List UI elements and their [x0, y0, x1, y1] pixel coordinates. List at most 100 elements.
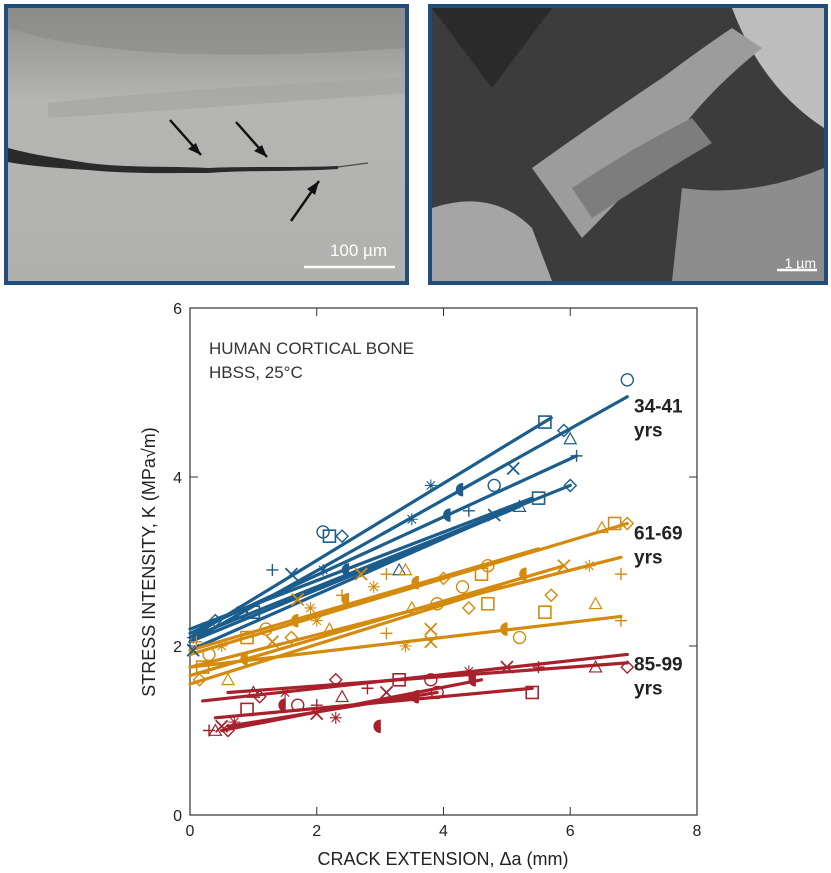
- group-label: 85-99: [634, 654, 683, 675]
- x-tick-label: 2: [312, 823, 321, 840]
- data-point: [284, 630, 299, 645]
- data-point: [190, 635, 203, 648]
- data-point: [500, 660, 514, 674]
- fit-lines: [188, 395, 629, 733]
- x-tick-label: 8: [693, 823, 702, 840]
- x-tick-label: 4: [439, 823, 448, 840]
- group-label: yrs: [634, 421, 663, 442]
- data-point: [380, 568, 393, 581]
- data-point: [361, 682, 374, 695]
- data-points: [186, 373, 635, 738]
- data-point: [278, 698, 286, 712]
- stress-intensity-chart: 0 2 4 6 8 0 2 4 6 34-41 yrs 61-69 yrs 85-99 yrs HUMAN…: [139, 301, 702, 869]
- data-point: [266, 563, 279, 576]
- y-tick-label: 2: [173, 639, 182, 656]
- y-axis-label: STRESS INTENSITY, K (MPa√m): [139, 427, 159, 697]
- collagen-bridge-image: [432, 8, 824, 281]
- data-point: [424, 622, 438, 636]
- data-point: [404, 600, 419, 614]
- crack-micrograph-panel: 100 µm: [4, 4, 409, 285]
- data-point: [246, 685, 261, 698]
- data-point: [588, 659, 603, 673]
- data-point: [430, 685, 444, 700]
- fit-line: [188, 585, 503, 686]
- data-point: [246, 605, 261, 620]
- data-point: [620, 373, 634, 387]
- data-point: [221, 672, 236, 686]
- data-point: [195, 621, 210, 635]
- data-point: [322, 621, 337, 635]
- data-point: [329, 711, 342, 724]
- fit-line: [226, 661, 629, 695]
- data-point: [411, 689, 419, 704]
- data-point: [506, 461, 520, 476]
- data-point: [203, 724, 216, 737]
- data-point: [284, 567, 299, 581]
- data-point: [354, 567, 368, 581]
- data-point: [461, 600, 476, 615]
- data-point: [279, 686, 292, 699]
- data-point: [240, 651, 248, 666]
- data-point: [392, 562, 407, 576]
- annotation-line-1: HUMAN CORTICAL BONE: [209, 339, 414, 358]
- data-point: [424, 635, 438, 649]
- data-point: [500, 622, 508, 636]
- data-point: [474, 567, 489, 581]
- data-point: [291, 698, 305, 712]
- data-point: [195, 660, 210, 674]
- x-tick-label: 6: [566, 823, 575, 840]
- plot-frame: [189, 307, 698, 816]
- data-point: [481, 596, 495, 611]
- data-point: [208, 613, 223, 628]
- data-point: [436, 571, 451, 586]
- data-point: [525, 685, 540, 700]
- data-point: [512, 499, 527, 512]
- data-point: [557, 559, 571, 573]
- fit-line: [188, 521, 629, 657]
- data-point: [341, 563, 350, 577]
- data-point: [399, 640, 412, 652]
- data-point: [424, 479, 437, 492]
- data-point: [563, 478, 578, 493]
- data-point: [310, 699, 323, 712]
- data-point: [291, 592, 305, 607]
- data-point: [443, 508, 451, 522]
- group-labels: 34-41 yrs 61-69 yrs 85-99 yrs: [634, 397, 683, 700]
- group-label: yrs: [634, 547, 663, 568]
- scale-bar-label: 100 µm: [329, 241, 387, 260]
- data-point: [240, 702, 254, 717]
- y-tick-label: 0: [173, 808, 182, 825]
- data-point: [614, 568, 627, 581]
- data-point: [588, 596, 603, 610]
- data-point: [544, 588, 559, 603]
- data-point: [335, 689, 350, 703]
- data-point: [538, 415, 552, 429]
- data-point: [538, 605, 552, 620]
- data-point: [291, 613, 299, 628]
- data-point: [367, 580, 380, 593]
- data-point: [532, 661, 545, 674]
- data-point: [462, 504, 475, 517]
- y-tick-label: 6: [173, 301, 182, 318]
- data-point: [455, 482, 464, 497]
- fit-line: [188, 547, 541, 652]
- fit-line: [188, 564, 566, 678]
- data-point: [512, 630, 527, 645]
- data-point: [328, 672, 343, 687]
- data-point: [614, 614, 627, 627]
- data-point: [405, 513, 418, 526]
- fit-line: [226, 690, 439, 728]
- data-point: [380, 627, 393, 640]
- data-point: [265, 635, 280, 649]
- y-tick-label: 4: [173, 470, 182, 487]
- data-point: [455, 580, 470, 594]
- data-point: [583, 559, 596, 572]
- data-point: [430, 597, 444, 611]
- data-point: [468, 673, 476, 687]
- data-point: [570, 449, 583, 462]
- data-point: [398, 562, 413, 576]
- data-point: [556, 423, 571, 438]
- data-point: [411, 575, 419, 590]
- data-point: [594, 520, 609, 534]
- data-point: [335, 529, 350, 544]
